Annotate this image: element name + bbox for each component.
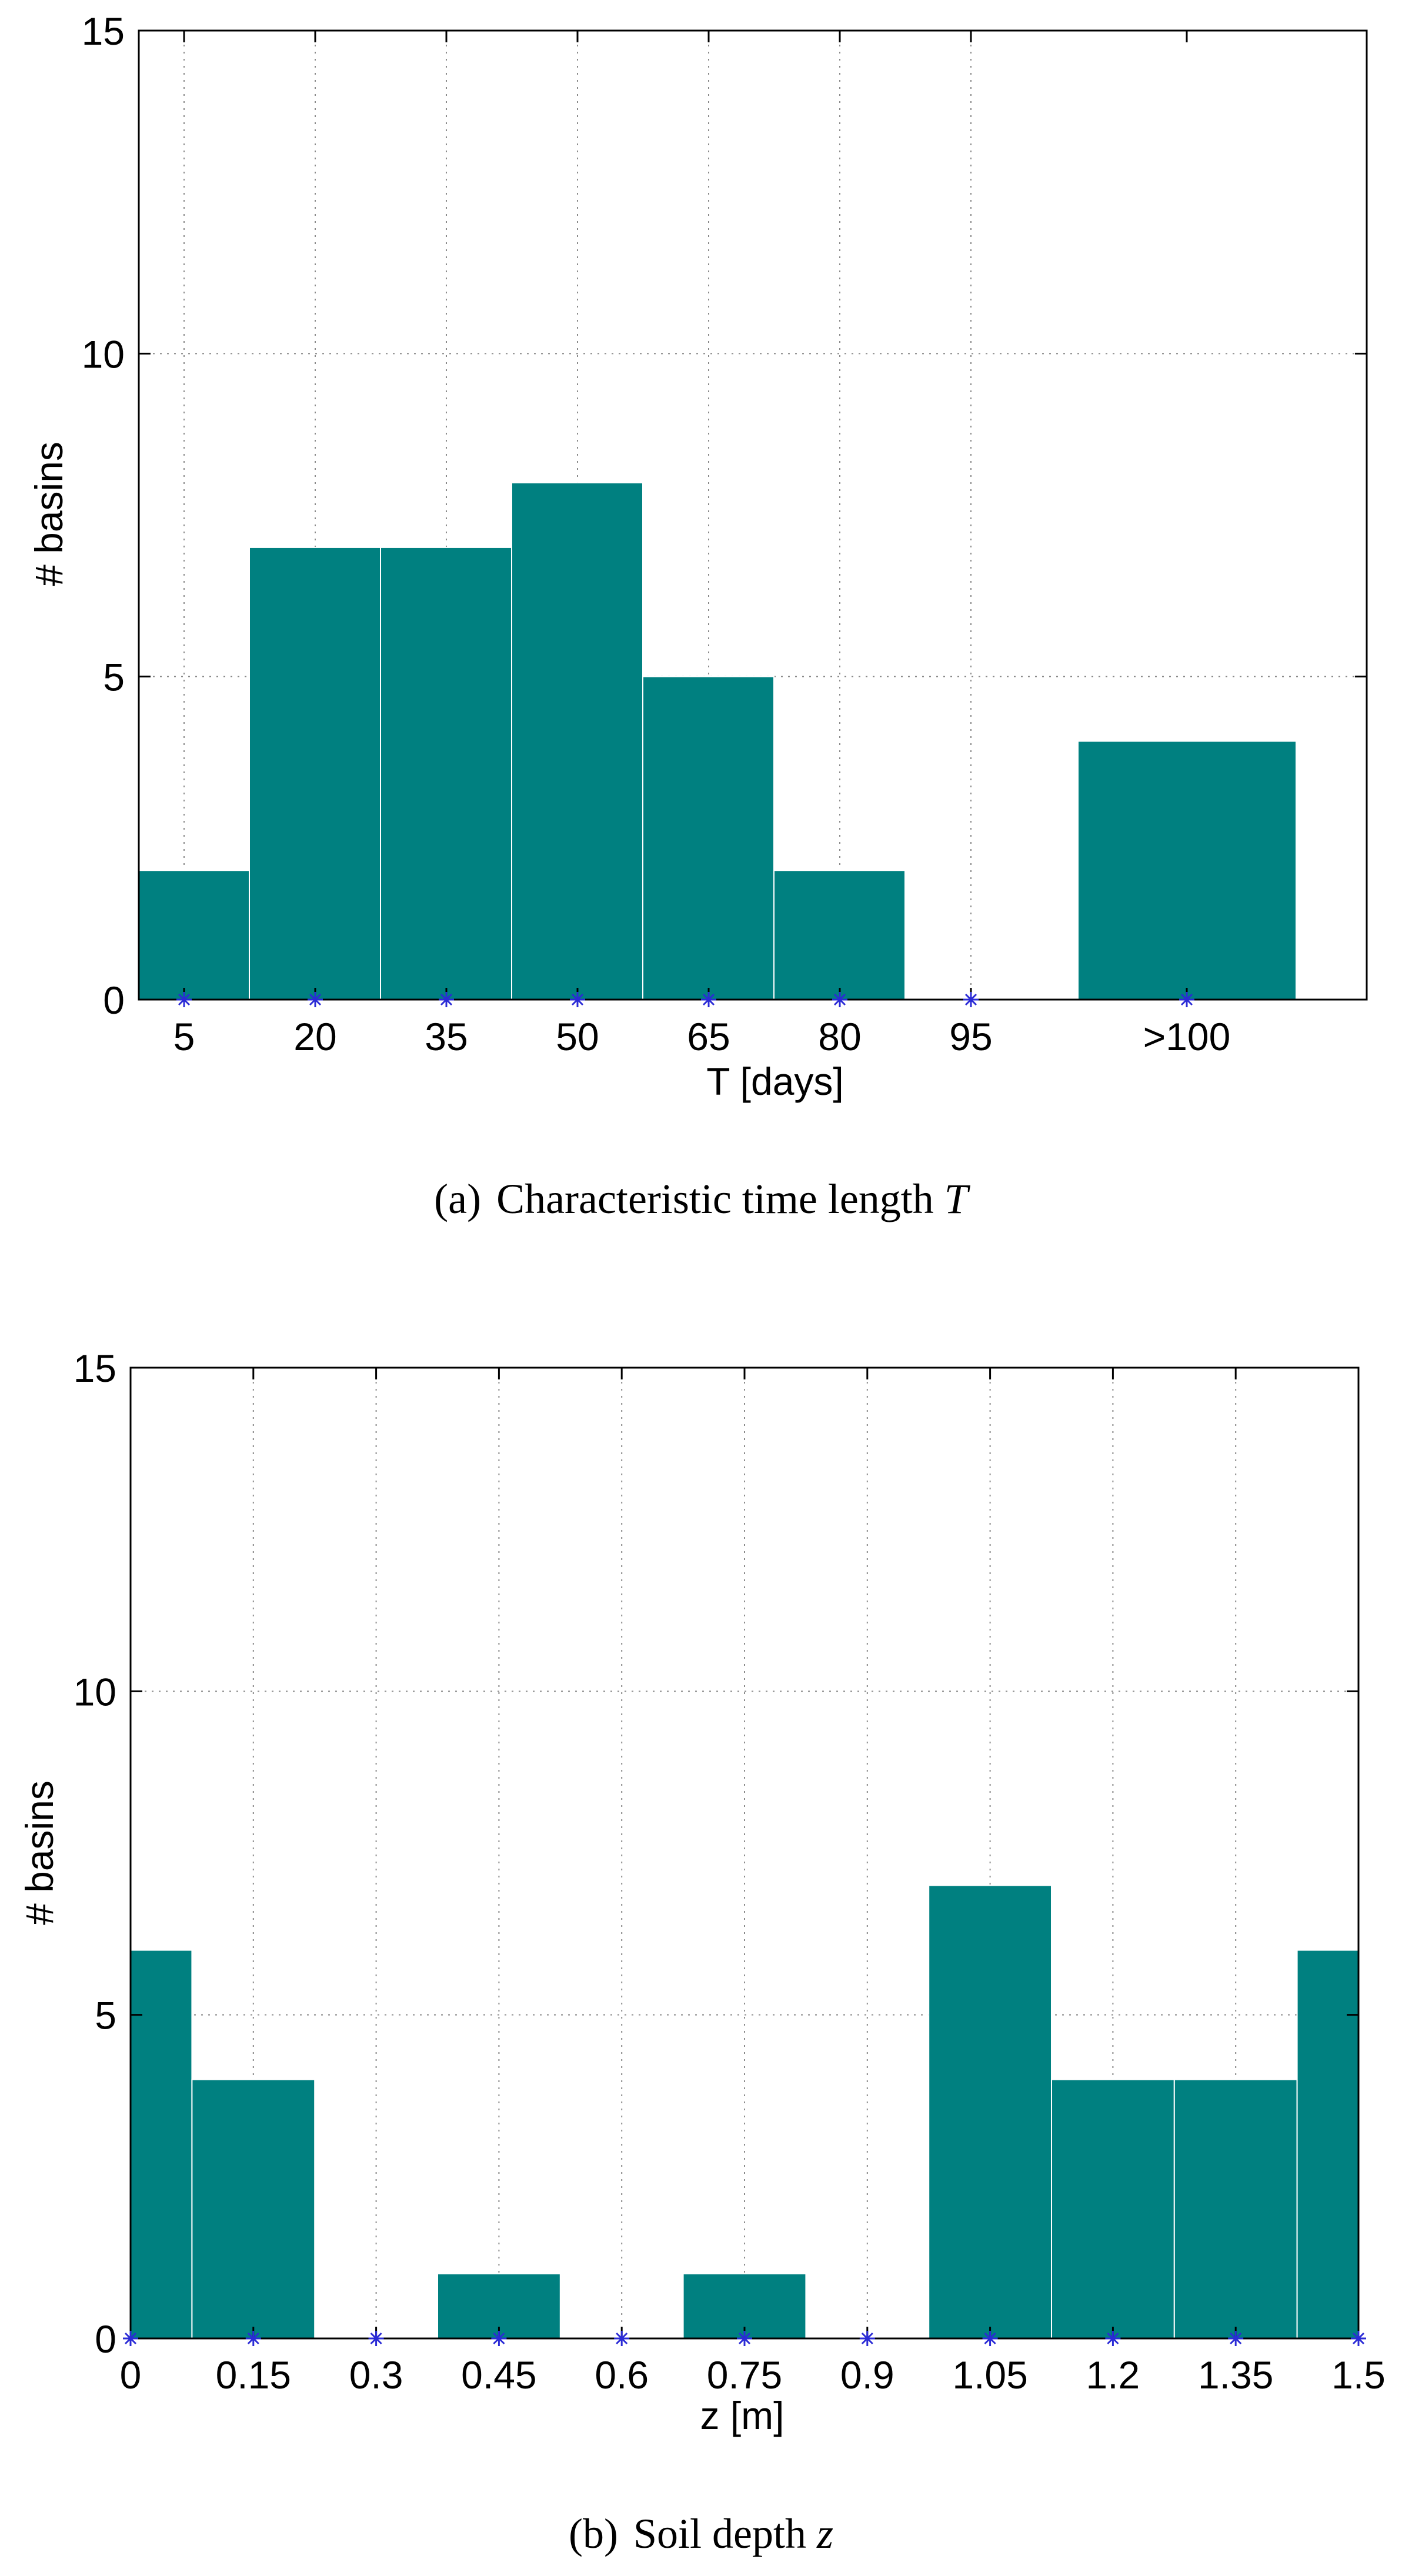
x-tick-label: 1.2: [1086, 2353, 1140, 2397]
bar-65: [642, 676, 775, 1000]
y-tick-label: 15: [82, 9, 125, 53]
x-tick-label: 0.75: [707, 2353, 782, 2397]
x-axis-label-a: T [days]: [706, 1060, 844, 1103]
bar->100: [1077, 740, 1297, 1000]
x-tick-label: 0.3: [349, 2353, 403, 2397]
y-tick-label: 15: [74, 1347, 116, 1390]
grid-b: [131, 1368, 1358, 2338]
caption-a-symbol: T: [944, 1175, 971, 1222]
marker-80: [832, 992, 847, 1007]
x-tick-label: 0.15: [216, 2353, 291, 2397]
y-tick-label: 5: [95, 1994, 116, 2037]
x-tick-label: 50: [556, 1015, 599, 1058]
bar-20: [249, 546, 381, 1000]
axes-frame-a: [138, 29, 1368, 1001]
x-tick-label: 1.35: [1198, 2353, 1273, 2397]
histogram-panel-b: 0 5 10 15 0 0.15 0.3 0.45 0.6 0.75 0.9 1.05 1.2 1.35…: [18, 1347, 1386, 2557]
marker-0.15: [245, 2331, 261, 2346]
caption-b-symbol: z: [816, 2510, 833, 2557]
caption-b-label: (b): [569, 2510, 618, 2557]
x-tick-label: 0.45: [461, 2353, 536, 2397]
y-axis-label-b: # basins: [18, 1780, 61, 1925]
bars-a: [138, 482, 1297, 1001]
bar-0.15: [191, 2079, 316, 2340]
y-tick-labels-b: 0 5 10 15: [74, 1347, 116, 2361]
marker-20: [308, 992, 323, 1007]
caption-a: (a) Characteristic time length T: [434, 1175, 971, 1222]
markers-b: [123, 2331, 1366, 2346]
bar-5: [138, 870, 250, 1001]
histogram-panel-a: 0 5 10 15 5 20 35 50 65 80 95 >100 T [days] # basi…: [27, 9, 1368, 1222]
x-axis-label-b: z [m]: [700, 2394, 785, 2437]
x-tick-label: 0.9: [840, 2353, 894, 2397]
y-tick-labels-a: 0 5 10 15: [82, 9, 125, 1022]
marker-0.3: [368, 2331, 384, 2346]
y-tick-label: 0: [95, 2317, 116, 2361]
x-tick-label: 0: [120, 2353, 142, 2397]
marker-0.9: [859, 2331, 875, 2346]
marker-1.5: [1351, 2331, 1366, 2346]
marker-50: [570, 992, 585, 1007]
marker-0.6: [614, 2331, 630, 2346]
marker-1.35: [1228, 2331, 1244, 2346]
marker-5: [176, 992, 192, 1007]
marker-95: [963, 992, 979, 1007]
x-tick-label: 1.05: [952, 2353, 1027, 2397]
x-tick-labels-b: 0 0.15 0.3 0.45 0.6 0.75 0.9 1.05 1.2 1.35 1.5: [120, 2353, 1386, 2397]
bar-1.05: [928, 1885, 1052, 2340]
bar-50: [511, 482, 643, 1000]
x-tick-label: 80: [818, 1015, 861, 1058]
x-tick-label: 0.6: [595, 2353, 649, 2397]
x-tick-label: 95: [949, 1015, 992, 1058]
markers-a: [176, 992, 1194, 1007]
caption-a-label: (a): [434, 1175, 481, 1222]
x-tick-label: 20: [293, 1015, 336, 1058]
bars-b: [130, 1885, 1360, 2340]
bar-80: [773, 870, 906, 1001]
y-tick-label: 10: [74, 1670, 116, 1713]
x-tick-label: 1.5: [1331, 2353, 1386, 2397]
y-tick-label: 10: [82, 332, 125, 376]
bar-1.2: [1051, 2079, 1175, 2340]
caption-a-text: Characteristic time length: [496, 1175, 934, 1222]
caption-b-text: Soil depth: [633, 2510, 806, 2557]
x-tick-label: 5: [173, 1015, 195, 1058]
x-tick-label: >100: [1143, 1015, 1231, 1058]
y-tick-label: 0: [103, 978, 125, 1022]
marker-35: [439, 992, 454, 1007]
caption-b: (b) Soil depth z: [569, 2510, 833, 2557]
marker->100: [1179, 992, 1194, 1007]
x-tick-label: 65: [687, 1015, 730, 1058]
bar-1.35: [1173, 2079, 1298, 2340]
marker-65: [701, 992, 716, 1007]
bar-1.5: [1296, 1949, 1360, 2340]
marker-0: [123, 2331, 138, 2346]
bar-35: [380, 546, 512, 1000]
x-tick-labels-a: 5 20 35 50 65 80 95 >100: [173, 1015, 1231, 1058]
marker-0.45: [491, 2331, 507, 2346]
y-axis-label-a: # basins: [27, 442, 71, 586]
x-tick-label: 35: [425, 1015, 468, 1058]
marker-0.75: [737, 2331, 752, 2346]
bar-0: [130, 1949, 193, 2340]
marker-1.05: [982, 2331, 998, 2346]
marker-1.2: [1105, 2331, 1121, 2346]
y-tick-label: 5: [103, 656, 125, 699]
